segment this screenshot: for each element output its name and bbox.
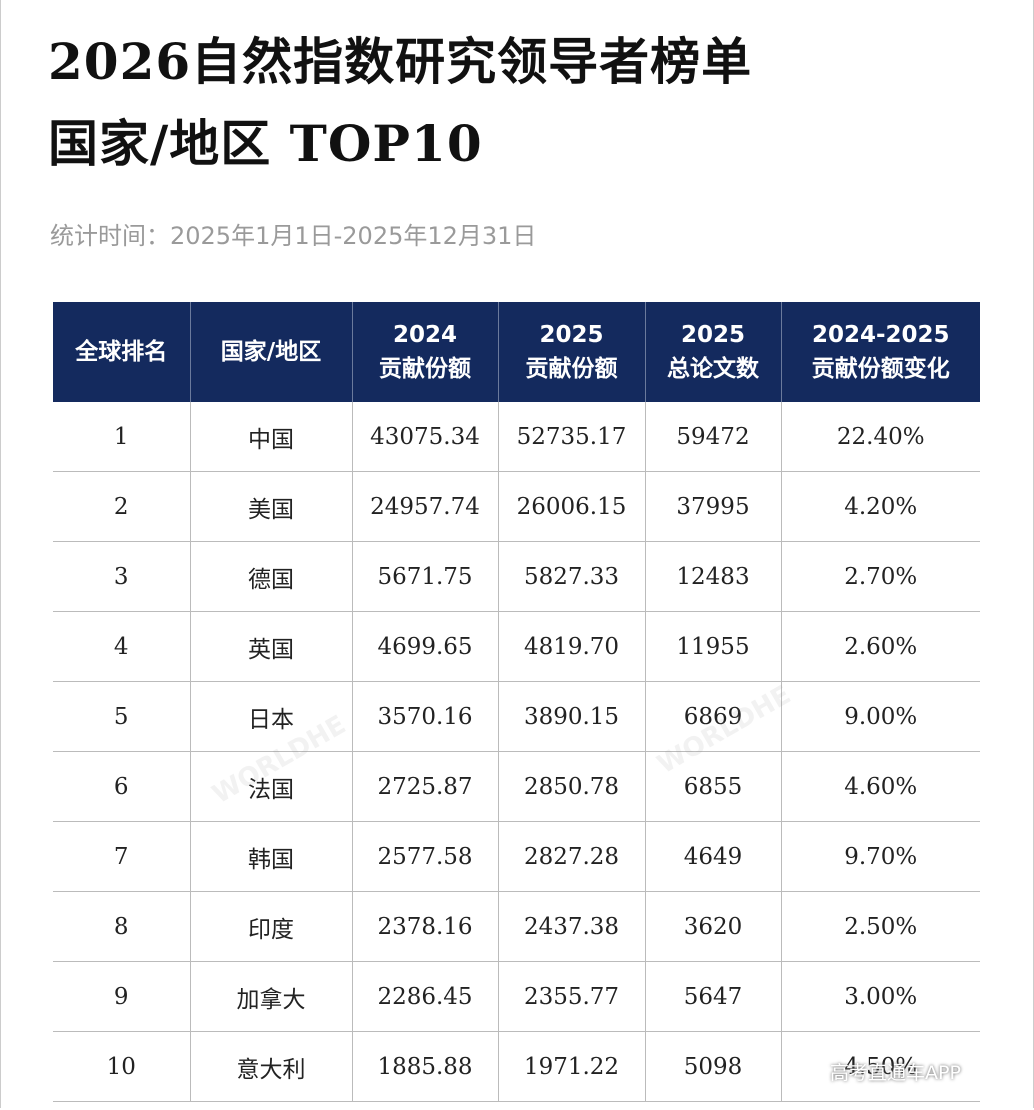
table-cell: 5 — [53, 681, 190, 752]
table-cell: 法国 — [189, 751, 352, 822]
table-cell: 2378.16 — [351, 891, 498, 962]
table-cell: 5827.33 — [497, 541, 645, 612]
table-cell: 22.40% — [780, 402, 980, 472]
table-row: 7 韩国 2577.58 2827.28 4649 9.70% — [53, 821, 980, 892]
table-cell: 9 — [53, 961, 190, 1032]
table-cell: 印度 — [189, 891, 352, 962]
table-cell: 37995 — [644, 471, 781, 542]
column-header: 2025 总论文数 — [644, 302, 781, 402]
table-cell: 10 — [53, 1031, 190, 1102]
table-cell: 26006.15 — [497, 471, 645, 542]
table-cell: 1971.22 — [497, 1031, 645, 1102]
table-cell: 意大利 — [189, 1031, 352, 1102]
header-line: 全球排名 — [75, 339, 168, 365]
title: 国家/地区 TOP10 — [48, 114, 483, 173]
subtitle: 统计时间：2025年1月1日-2025年12月31日 — [50, 222, 537, 250]
table-row: 1 中国 43075.34 52735.17 59472 22.40% — [53, 402, 980, 472]
header-line: 贡献份额变化 — [811, 356, 950, 382]
table-cell: 6 — [53, 751, 190, 822]
table-cell: 2577.58 — [351, 821, 498, 892]
table-row: 9 加拿大 2286.45 2355.77 5647 3.00% — [53, 961, 980, 1032]
header-line: 2024 — [392, 322, 457, 348]
table-cell: 3890.15 — [497, 681, 645, 752]
column-header: 全球排名 — [53, 302, 190, 402]
table-cell: 4.50% — [780, 1031, 980, 1102]
table-cell: 3570.16 — [351, 681, 498, 752]
header-line: 国家/地区 — [220, 339, 322, 365]
table-cell: 24957.74 — [351, 471, 498, 542]
table-row: 3 德国 5671.75 5827.33 12483 2.70% — [53, 541, 980, 612]
header-line: 总论文数 — [667, 356, 759, 382]
table-row: 2 美国 24957.74 26006.15 37995 4.20% — [53, 471, 980, 542]
column-header: 国家/地区 — [189, 302, 352, 402]
table-cell: 9.00% — [780, 681, 980, 752]
table-cell: 59472 — [644, 402, 781, 472]
table-row: 6 法国 2725.87 2850.78 6855 4.60% — [53, 751, 980, 822]
table-cell: 3620 — [644, 891, 781, 962]
table-cell: 4.20% — [780, 471, 980, 542]
table-cell: 8 — [53, 891, 190, 962]
table-cell: 52735.17 — [497, 402, 645, 472]
table-cell: 3.00% — [780, 961, 980, 1032]
table-cell: 加拿大 — [189, 961, 352, 1032]
watermark: 高考直通车APP — [830, 1062, 961, 1084]
column-header: 2025 贡献份额 — [497, 302, 645, 402]
table-row: 8 印度 2378.16 2437.38 3620 2.50% — [53, 891, 980, 962]
header-line: 贡献份额 — [379, 356, 471, 382]
header-row: 全球排名 国家/地区 2024 贡献份额 2025 贡献份额 2025 总论文数 2024-20… — [53, 302, 980, 402]
table-cell: 2.50% — [780, 891, 980, 962]
header-line: 2025 — [680, 322, 745, 348]
table-row: 5 日本 3570.16 3890.15 6869 9.00% — [53, 681, 980, 752]
title: 2026自然指数研究领导者榜单 — [48, 32, 753, 91]
table-cell: 4649 — [644, 821, 781, 892]
table-cell: 2.60% — [780, 611, 980, 682]
table-cell: 6855 — [644, 751, 781, 822]
column-header: 2024-2025 贡献份额变化 — [780, 302, 980, 402]
table-cell: 43075.34 — [351, 402, 498, 472]
table-cell: 韩国 — [189, 821, 352, 892]
table-cell: 中国 — [189, 402, 352, 472]
table-cell: 2.70% — [780, 541, 980, 612]
table-cell: 日本 — [189, 681, 352, 752]
table-cell: 4 — [53, 611, 190, 682]
table-cell: 2 — [53, 471, 190, 542]
table-cell: 2355.77 — [497, 961, 645, 1032]
table-cell: 英国 — [189, 611, 352, 682]
table-cell: 5098 — [644, 1031, 781, 1102]
table-cell: 1 — [53, 402, 190, 472]
table-cell: 7 — [53, 821, 190, 892]
table-cell: 2725.87 — [351, 751, 498, 822]
table-cell: 2286.45 — [351, 961, 498, 1032]
table-cell: 4.60% — [780, 751, 980, 822]
table-cell: 1885.88 — [351, 1031, 498, 1102]
table-cell: 9.70% — [780, 821, 980, 892]
table-cell: 6869 — [644, 681, 781, 752]
ranking-table: 全球排名 国家/地区 2024 贡献份额 2025 贡献份额 2025 总论文数 2024-20… — [53, 302, 980, 1102]
table-row: 10 意大利 1885.88 1971.22 5098 4.50% — [53, 1031, 980, 1102]
table-row: 4 英国 4699.65 4819.70 11955 2.60% — [53, 611, 980, 682]
table-cell: 5671.75 — [351, 541, 498, 612]
table-cell: 4819.70 — [497, 611, 645, 682]
table-cell: 5647 — [644, 961, 781, 1032]
table-cell: 3 — [53, 541, 190, 612]
table-cell: 4699.65 — [351, 611, 498, 682]
column-header: 2024 贡献份额 — [351, 302, 498, 402]
table-cell: 2437.38 — [497, 891, 645, 962]
header-line: 2024-2025 — [811, 322, 950, 348]
table-cell: 德国 — [189, 541, 352, 612]
header-line: 2025 — [539, 322, 604, 348]
table-cell: 美国 — [189, 471, 352, 542]
table-cell: 2827.28 — [497, 821, 645, 892]
table-cell: 2850.78 — [497, 751, 645, 822]
header-line: 贡献份额 — [525, 356, 618, 382]
table-cell: 11955 — [644, 611, 781, 682]
table-cell: 12483 — [644, 541, 781, 612]
